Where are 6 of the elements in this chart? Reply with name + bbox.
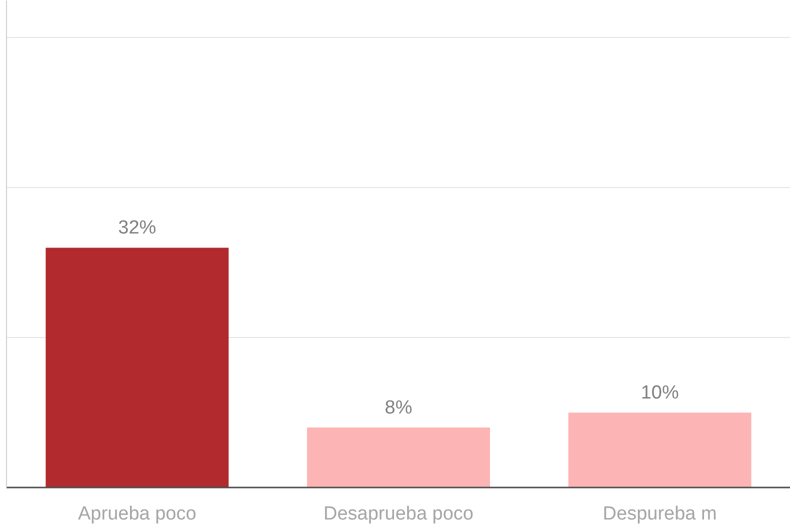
x-tick-label: Desaprueba poco bbox=[324, 504, 474, 524]
data-label: 32% bbox=[118, 218, 156, 239]
x-tick-label: Despureba m bbox=[602, 504, 717, 524]
data-label: 10% bbox=[640, 382, 679, 404]
x-tick-label: Aprueba poco bbox=[78, 504, 196, 524]
data-label: 8% bbox=[384, 398, 412, 419]
